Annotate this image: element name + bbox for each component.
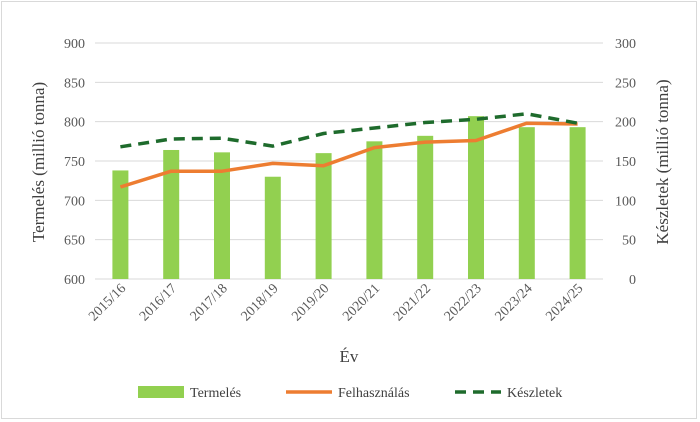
gridlines — [95, 42, 603, 280]
x-tick-label: 2024/25 — [543, 281, 586, 324]
y-tick-label: 800 — [64, 116, 85, 131]
y-tick-label: 650 — [64, 234, 85, 249]
legend-label: Felhasználás — [338, 386, 410, 401]
y-tick-label: 750 — [64, 155, 85, 170]
bar — [417, 135, 434, 279]
bar — [315, 153, 332, 279]
y2-tick-label: 250 — [615, 76, 636, 91]
y2-tick-label: 300 — [615, 37, 636, 52]
legend-label: Készletek — [507, 386, 562, 401]
y-tick-label: 850 — [64, 76, 85, 91]
y-axis-right-title: Készletek (millió tonna) — [653, 79, 672, 244]
y-tick-label: 900 — [64, 37, 85, 52]
y-axis-right-ticks: 0 50 100 150 200 250 300 — [615, 37, 636, 288]
line-series — [119, 112, 578, 189]
x-tick-label: 2022/23 — [442, 281, 485, 324]
bar-series — [112, 116, 586, 279]
y2-tick-label: 100 — [615, 194, 636, 209]
x-tick-label: 2015/16 — [86, 281, 129, 324]
bar — [163, 149, 180, 279]
x-tick-label: 2019/20 — [289, 281, 332, 324]
dashed-series-line — [120, 112, 578, 149]
y-tick-label: 600 — [64, 273, 85, 288]
x-axis-title: Év — [340, 347, 359, 366]
bar — [569, 127, 586, 279]
x-axis-ticks: 2015/16 2016/17 2017/18 2018/19 2019/20 2020/… — [86, 281, 586, 324]
bar — [468, 116, 484, 279]
x-tick-label: 2021/22 — [391, 281, 434, 324]
y2-tick-label: 0 — [629, 273, 636, 288]
y2-tick-label: 50 — [622, 234, 636, 249]
y2-tick-label: 200 — [615, 116, 636, 131]
legend-swatch — [138, 386, 184, 398]
bar — [366, 141, 383, 279]
bar — [214, 152, 230, 279]
y-axis-left-ticks: 600 650 700 750 800 850 900 — [64, 37, 85, 288]
legend: Termelés Felhasználás Készletek — [138, 386, 562, 401]
bar — [264, 176, 281, 279]
x-tick-label: 2020/21 — [340, 281, 383, 324]
x-tick-label: 2017/18 — [188, 281, 231, 324]
y-axis-left-title: Termelés (millió tonna) — [29, 82, 48, 242]
series-line — [119, 121, 578, 189]
legend-label: Termelés — [190, 386, 241, 401]
y-tick-label: 700 — [64, 194, 85, 209]
bar — [112, 170, 129, 279]
x-tick-label: 2018/19 — [239, 281, 282, 324]
y2-tick-label: 150 — [615, 155, 636, 170]
x-tick-label: 2016/17 — [137, 281, 180, 324]
x-tick-label: 2023/24 — [493, 281, 536, 324]
bar — [518, 127, 535, 279]
